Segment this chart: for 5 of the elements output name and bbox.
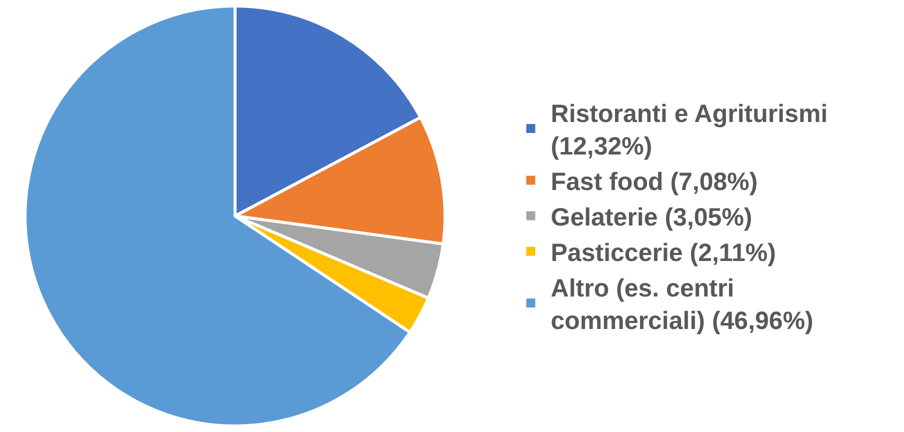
legend-label: Altro (es. centri commerciali) (46,96%) [550, 274, 814, 335]
legend-label: Pasticcerie (2,11%) [550, 239, 776, 267]
legend-label: Fast food (7,08%) [550, 168, 758, 196]
legend-label: Ristoranti e Agriturismi (12,32%) [550, 100, 828, 160]
legend-label: Gelaterie (3,05%) [550, 204, 752, 232]
